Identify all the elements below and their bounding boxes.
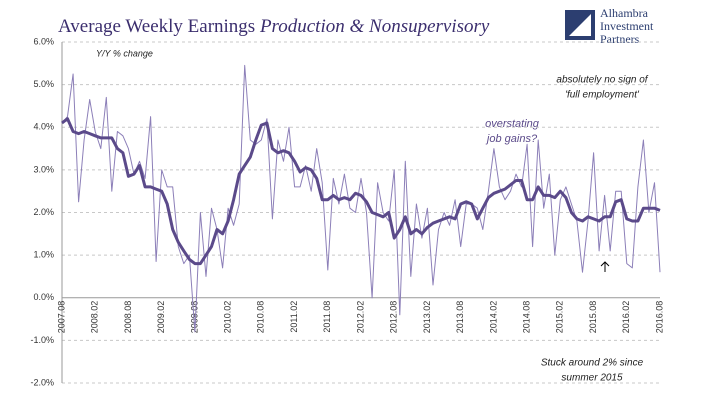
annotation: summer 2015	[561, 373, 623, 384]
series-line	[61, 117, 661, 266]
annotation: overstating	[485, 118, 540, 130]
x-tick-label: 2015.02	[555, 301, 565, 334]
y-tick-label: -1.0%	[30, 335, 54, 345]
y-tick-label: 6.0%	[33, 36, 54, 46]
x-tick-label: 2011.08	[322, 301, 332, 333]
y-tick-label: 5.0%	[33, 79, 54, 89]
annotation: 'full employment'	[565, 90, 640, 101]
title-italic: Production & Nonsupervisory	[259, 16, 490, 37]
chart-title: Average Weekly Earnings Production & Non…	[58, 16, 490, 37]
x-tick-label: 2014.08	[521, 301, 531, 334]
x-tick-label: 2013.08	[455, 301, 465, 334]
x-tick-label: 2010.08	[256, 301, 266, 334]
annotation: job gains?	[485, 133, 538, 145]
arrow	[600, 261, 610, 272]
y-tick-label: 3.0%	[33, 164, 54, 174]
x-tick-label: 2009.02	[156, 301, 166, 334]
y-tick-label: 2.0%	[33, 207, 54, 217]
x-tick-label: 2007.08	[56, 301, 66, 334]
annotation: absolutely no sign of	[556, 75, 648, 86]
x-tick-label: 2008.08	[123, 301, 133, 334]
subtitle: Y/Y % change	[96, 48, 153, 58]
y-tick-label: 0.0%	[33, 292, 54, 302]
x-tick-label: 2008.02	[90, 301, 100, 334]
y-tick-label: 4.0%	[33, 122, 54, 132]
x-tick-label: 2014.02	[488, 301, 498, 334]
logo-text: Alhambra	[600, 6, 649, 20]
y-tick-label: 1.0%	[33, 250, 54, 260]
y-tick-label: -2.0%	[30, 377, 54, 387]
x-tick-label: 2010.02	[222, 301, 232, 334]
x-tick-label: 2012.02	[355, 301, 365, 334]
x-tick-label: 2011.02	[289, 301, 299, 333]
logo-shape	[569, 14, 591, 36]
x-tick-label: 2016.08	[654, 301, 664, 334]
x-tick-label: 2016.02	[621, 301, 631, 334]
title-main: Average Weekly Earnings	[58, 16, 255, 37]
x-tick-label: 2015.08	[588, 301, 598, 334]
logo-text: Partners	[600, 32, 640, 46]
series-line	[61, 64, 661, 333]
annotation: Stuck around 2% since	[541, 358, 644, 369]
logo: Alhambra Investment Partners	[565, 6, 654, 46]
x-tick-label: 2012.08	[389, 301, 399, 334]
x-tick-label: 2013.02	[422, 301, 432, 334]
logo-text: Investment	[600, 19, 654, 33]
